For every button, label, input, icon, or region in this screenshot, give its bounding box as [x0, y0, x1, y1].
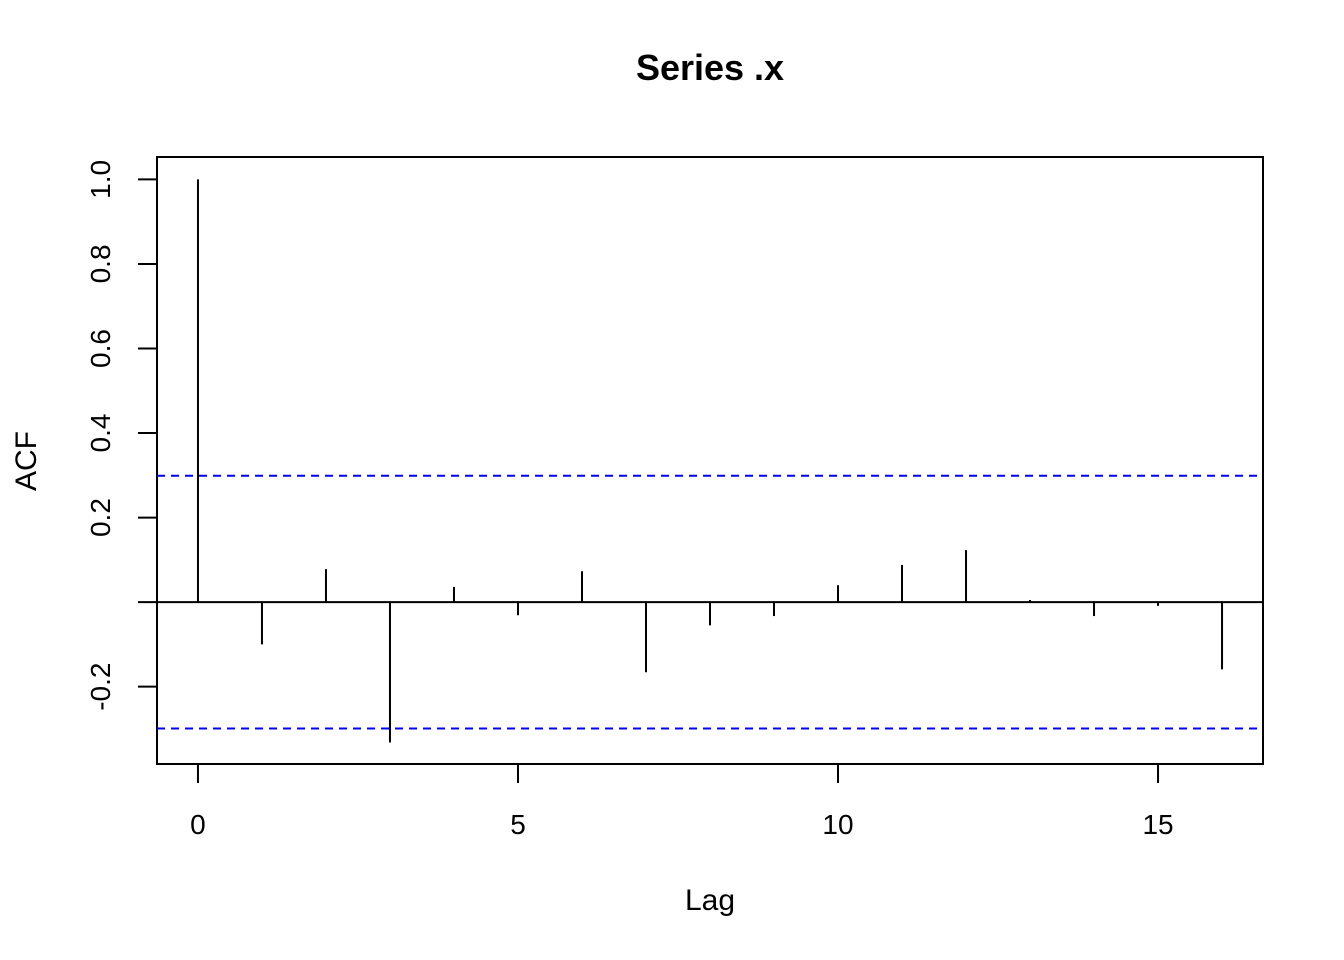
plot-frame [156, 156, 1264, 765]
x-axis-label: Lag [685, 884, 735, 917]
y-axis-label: ACF [10, 431, 43, 491]
y-tick-label: -0.2 [85, 663, 116, 711]
x-tick-label: 5 [510, 809, 526, 840]
x-tick-label: 0 [190, 809, 206, 840]
y-tick-label: 1.0 [85, 160, 116, 199]
y-tick-label: 0.2 [85, 498, 116, 537]
x-tick-label: 15 [1142, 809, 1173, 840]
y-tick-label: 0.8 [85, 244, 116, 283]
chart-title: Series .x [636, 47, 784, 88]
y-tick-label: 0.4 [85, 414, 116, 453]
x-tick-label: 10 [822, 809, 853, 840]
y-tick-label: 0.6 [85, 329, 116, 368]
